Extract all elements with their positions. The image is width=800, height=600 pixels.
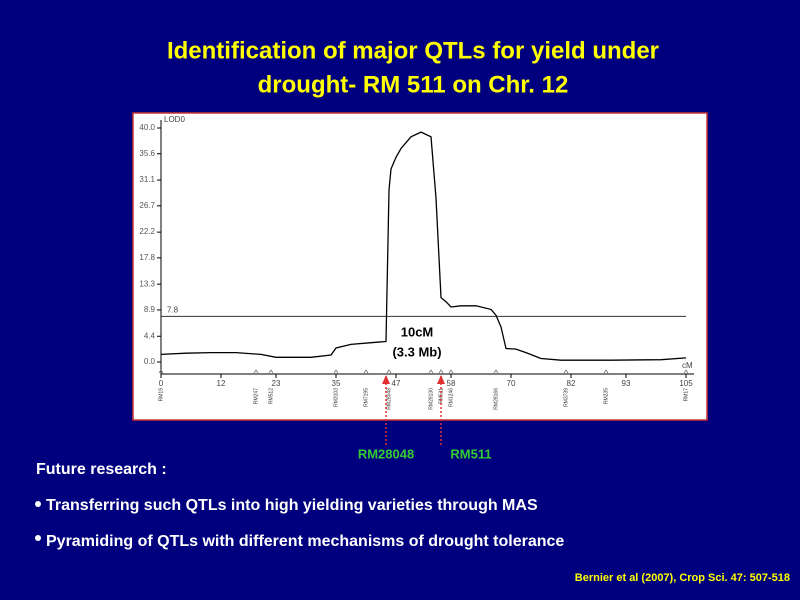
x-tick-label: 58 (447, 379, 456, 388)
annotation: (3.3 Mb) (392, 344, 441, 359)
marker-triangle (253, 369, 259, 374)
marker-triangle (268, 369, 274, 374)
marker-label: RM247 (253, 388, 259, 404)
y-tick-label: 17.8 (139, 253, 155, 262)
bullet-dot (35, 501, 41, 507)
marker-triangle (438, 369, 444, 374)
y-tick-label: 13.3 (139, 279, 155, 288)
y-axis-label: LOD0 (164, 115, 185, 124)
marker-triangle (603, 369, 609, 374)
x-tick-label: 12 (217, 379, 226, 388)
x-tick-label: 23 (272, 379, 281, 388)
marker-label: RM235 (603, 388, 609, 404)
bullet-dot (35, 535, 41, 541)
arrow-label: RM28048 (358, 446, 414, 461)
x-tick-label: 0 (159, 379, 164, 388)
x-tick-label: 82 (567, 379, 576, 388)
y-tick-label: 22.2 (139, 227, 155, 236)
marker-triangle (428, 369, 434, 374)
marker-triangle (333, 369, 339, 374)
y-tick-label: 31.1 (139, 175, 155, 184)
marker-triangle (563, 369, 569, 374)
slide-title: Identification of major QTLs for yield u… (167, 37, 659, 64)
x-tick-label: 93 (622, 379, 631, 388)
x-tick-label: 35 (332, 379, 341, 388)
x-tick-label: 47 (392, 379, 401, 388)
y-tick-label: 0.0 (144, 357, 156, 366)
y-tick-label: 26.7 (139, 201, 155, 210)
slide-title: drought- RM 511 on Chr. 12 (258, 71, 569, 98)
x-tick-label: 70 (507, 379, 516, 388)
marker-label: RM7195 (363, 388, 369, 407)
y-tick-label: 4.4 (144, 331, 156, 340)
marker-label: RM1246 (448, 388, 454, 407)
y-tick-label: 40.0 (139, 123, 155, 132)
marker-label: RM28048 (386, 388, 392, 410)
arrow-head (437, 375, 445, 384)
marker-triangle (386, 369, 392, 374)
annotation: 10cM (401, 324, 434, 339)
marker-label: RM28166 (493, 388, 499, 410)
x-axis-label: cM (682, 361, 693, 370)
citation: Bernier et al (2007), Crop Sci. 47: 507-… (575, 572, 790, 584)
marker-triangle (158, 369, 164, 374)
arrow-head (382, 375, 390, 384)
marker-label: RM512 (268, 388, 274, 404)
y-tick-label: 8.9 (144, 305, 156, 314)
marker-label: RM19 (158, 388, 164, 402)
marker-triangle (493, 369, 499, 374)
marker-label: RM3103 (333, 388, 339, 407)
marker-label: RM28130 (428, 388, 434, 410)
marker-triangle (363, 369, 369, 374)
marker-label: RM3739 (563, 388, 569, 407)
lod-curve (160, 131, 687, 361)
marker-triangle (683, 369, 689, 374)
heading: Future research : (36, 461, 167, 478)
y-tick-label: 35.6 (139, 149, 155, 158)
marker-label: RM17 (683, 388, 689, 402)
chart-frame (132, 112, 708, 421)
bullet: Transferring such QTLs into high yieldin… (46, 497, 538, 514)
x-tick-label: 105 (679, 379, 693, 388)
threshold-label: 7.8 (167, 305, 179, 314)
bullet: Pyramiding of QTLs with different mechan… (46, 533, 564, 550)
arrow-label: RM511 (450, 446, 491, 461)
marker-triangle (448, 369, 454, 374)
